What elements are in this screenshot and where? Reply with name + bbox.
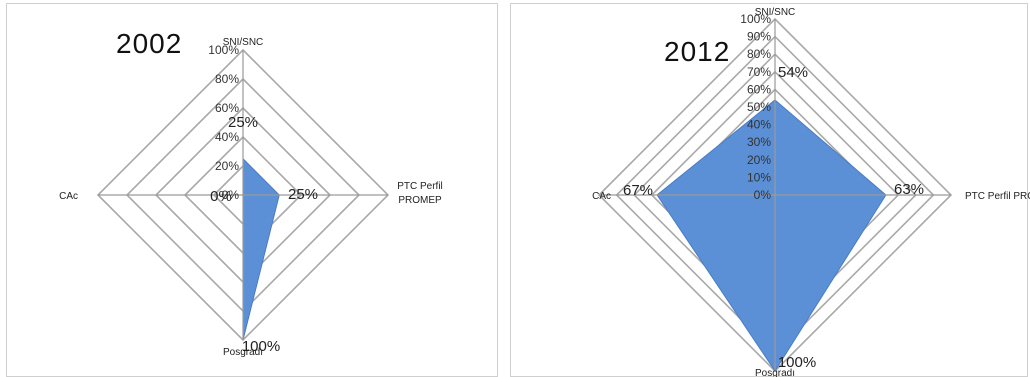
tick-label: 80% [747, 47, 771, 61]
chart-title: 2002 [116, 28, 183, 59]
tick-label: 30% [747, 135, 771, 149]
axis-label: SNI/SNC [755, 7, 796, 18]
tick-label: 0% [754, 188, 772, 202]
tick-label: 100% [208, 43, 239, 57]
axis-label: CAc [592, 191, 611, 202]
tick-label: 90% [747, 30, 771, 44]
axis-label: PROMEP [398, 195, 442, 206]
tick-label: 50% [747, 100, 771, 114]
tick-label: 100% [740, 12, 771, 26]
tick-label: 40% [747, 118, 771, 132]
data-polygon [656, 99, 887, 372]
data-label: 100% [778, 354, 816, 371]
data-label: 54% [778, 64, 808, 81]
axis-label: Posgradı [223, 347, 263, 358]
data-label: 63% [894, 181, 924, 198]
tick-label: 70% [747, 65, 771, 79]
axis-label: Posgradı [755, 368, 795, 377]
tick-label: 20% [215, 159, 239, 173]
axis-label: PTC Perfil [397, 181, 443, 192]
tick-label: 60% [215, 101, 239, 115]
tick-label: 10% [747, 170, 771, 184]
data-label: 67% [623, 182, 653, 199]
data-label: 100% [242, 338, 280, 355]
tick-label: 0% [222, 188, 240, 202]
axis-label: PTC Perfil PROMEI [965, 191, 1030, 202]
radar-panel-2012: 0% 10% 20% 30% 40% 50% 60% 70% 80% 90% 100% SNI/SNC… [508, 0, 1030, 377]
tick-label: 20% [747, 153, 771, 167]
tick-label: 40% [215, 130, 239, 144]
data-label: 0% [210, 188, 232, 205]
chart-title: 2012 [664, 36, 731, 67]
data-label: 25% [288, 186, 318, 203]
tick-label: 60% [747, 82, 771, 96]
radar-chart-2012: 0%10%20%30%40%50%60%70%80%90%100%SNI/SNC… [592, 7, 1030, 377]
radar-panel-2002: 0% 20% 40% 60% 80% 100% SNI/SNC PTC Perfil PROME… [0, 0, 500, 377]
tick-label: 80% [215, 72, 239, 86]
data-polygon [242, 157, 280, 341]
data-label: 25% [228, 114, 258, 131]
axis-label: CAc [59, 191, 78, 202]
axis-label: SNI/SNC [223, 37, 264, 48]
